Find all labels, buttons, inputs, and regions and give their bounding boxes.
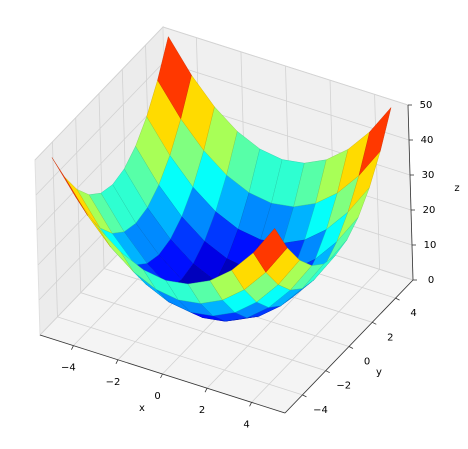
y-axis-label: y <box>376 367 382 378</box>
y-tick-label: −4 <box>313 405 328 416</box>
x-tick <box>249 402 252 407</box>
x-tick <box>71 345 74 350</box>
grid-line <box>57 316 303 396</box>
grid-line <box>162 26 409 106</box>
surface-patch <box>358 107 392 176</box>
surface-patch <box>253 228 288 273</box>
x-tick-label: 2 <box>199 405 205 416</box>
y-tick <box>302 394 307 398</box>
y-tick <box>348 346 354 349</box>
x-tick <box>115 359 119 364</box>
y-tick-label: −2 <box>336 381 351 392</box>
grid-line <box>374 94 380 270</box>
grid-line <box>34 26 164 161</box>
x-tick <box>204 388 208 393</box>
x-tick <box>160 373 163 379</box>
z-tick-label: 20 <box>423 205 436 216</box>
x-axis-label: x <box>139 403 145 414</box>
grid-line <box>80 292 326 372</box>
z-tick-label: 30 <box>422 170 435 181</box>
y-tick-label: 2 <box>387 332 393 343</box>
surface-patch <box>51 157 88 216</box>
z-tick-label: 40 <box>421 135 434 146</box>
grid-line <box>35 61 165 196</box>
z-tick-label: 50 <box>420 100 433 111</box>
x-tick-label: −4 <box>61 363 76 374</box>
x-tick-label: 0 <box>154 391 160 402</box>
grid-line <box>75 117 82 293</box>
y-tick-label: 0 <box>364 357 370 368</box>
y-tick-label: 4 <box>410 308 416 319</box>
grid-line <box>163 61 410 141</box>
grid-line <box>98 93 105 269</box>
z-tick-label: 10 <box>424 240 437 251</box>
y-tick <box>325 370 330 374</box>
y-tick <box>395 297 400 301</box>
axis-line <box>407 104 414 281</box>
grid-line <box>52 141 58 317</box>
x-tick-label: 4 <box>243 419 249 430</box>
axis-line <box>39 334 286 414</box>
grid-line <box>36 96 166 231</box>
z-tick-label: 0 <box>428 275 434 286</box>
z-axis-label: z <box>454 183 459 194</box>
axis-line <box>284 279 414 414</box>
x-tick-label: −2 <box>106 377 121 388</box>
surface-patch <box>157 36 192 119</box>
y-tick <box>372 321 377 325</box>
